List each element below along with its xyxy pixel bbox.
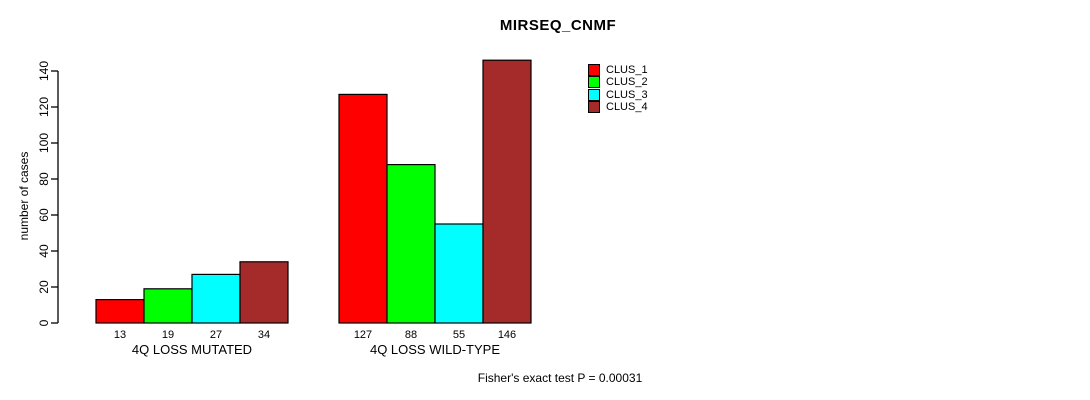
y-tick-label: 20	[37, 280, 51, 294]
bar-value-label: 127	[354, 329, 372, 341]
bar-clus_1-group2	[338, 93, 388, 324]
y-tick-label: 0	[37, 319, 51, 326]
y-tick-label: 80	[37, 172, 51, 186]
legend-label: CLUS_3	[606, 88, 648, 101]
y-tick-label: 60	[37, 208, 51, 222]
bar-value-label: 88	[405, 329, 417, 341]
bar-clus_3-group1	[191, 273, 241, 324]
y-tick-label: 40	[37, 244, 51, 258]
legend-swatch-icon	[588, 76, 600, 89]
bar-value-label: 27	[210, 329, 222, 341]
bar-clus_2-group1	[143, 288, 193, 324]
bar-value-label: 13	[114, 329, 126, 341]
bar-clus_2-group2	[386, 164, 436, 324]
bar-value-label: 19	[162, 329, 174, 341]
bar-clus_3-group2	[434, 223, 484, 324]
group-label: 4Q LOSS MUTATED	[132, 342, 252, 357]
legend-label: CLUS_2	[606, 76, 648, 89]
legend-swatch-icon	[588, 88, 600, 101]
bar-clus_4-group2	[482, 59, 532, 324]
legend-swatch-icon	[588, 101, 600, 114]
y-tick-label: 120	[37, 97, 51, 117]
bar-value-label: 146	[498, 329, 516, 341]
bar-clus_1-group1	[95, 299, 145, 324]
legend: CLUS_1 CLUS_2 CLUS_3 CLUS_4	[588, 64, 648, 114]
group-label: 4Q LOSS WILD-TYPE	[370, 342, 500, 357]
legend-row-clus_2: CLUS_2	[588, 76, 648, 89]
bar-clus_4-group1	[239, 261, 289, 324]
legend-row-clus_4: CLUS_4	[588, 101, 648, 114]
legend-label: CLUS_1	[606, 64, 648, 77]
legend-swatch-icon	[588, 64, 600, 77]
y-tick-label: 140	[37, 61, 51, 81]
bar-value-label: 55	[453, 329, 465, 341]
legend-label: CLUS_4	[606, 101, 648, 114]
bar-value-label: 34	[258, 329, 270, 341]
fisher-test-annotation: Fisher's exact test P = 0.00031	[477, 371, 643, 385]
chart-title: MIRSEQ_CNMF	[499, 17, 617, 34]
legend-row-clus_1: CLUS_1	[588, 64, 648, 77]
y-tick-label: 100	[37, 133, 51, 153]
legend-row-clus_3: CLUS_3	[588, 88, 648, 101]
